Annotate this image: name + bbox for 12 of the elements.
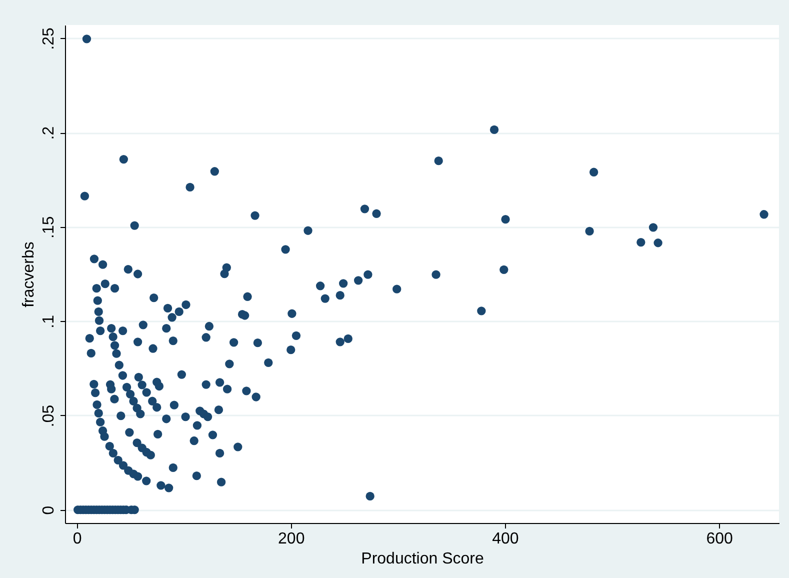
y-tick-label: .1	[40, 314, 58, 328]
y-tick-label: .25	[40, 27, 58, 50]
x-tick-label: 400	[492, 530, 519, 548]
x-axis-title: Production Score	[361, 550, 484, 568]
y-tick-label: 0	[40, 506, 58, 515]
x-tick-label: 200	[278, 530, 305, 548]
x-tick-label: 0	[72, 530, 82, 548]
y-tick-label: .15	[40, 216, 58, 238]
y-axis-title: fracverbs	[20, 242, 38, 308]
y-tick-label: .05	[40, 404, 58, 428]
x-tick-label: 600	[706, 530, 733, 548]
y-tick-label: .2	[40, 126, 58, 140]
